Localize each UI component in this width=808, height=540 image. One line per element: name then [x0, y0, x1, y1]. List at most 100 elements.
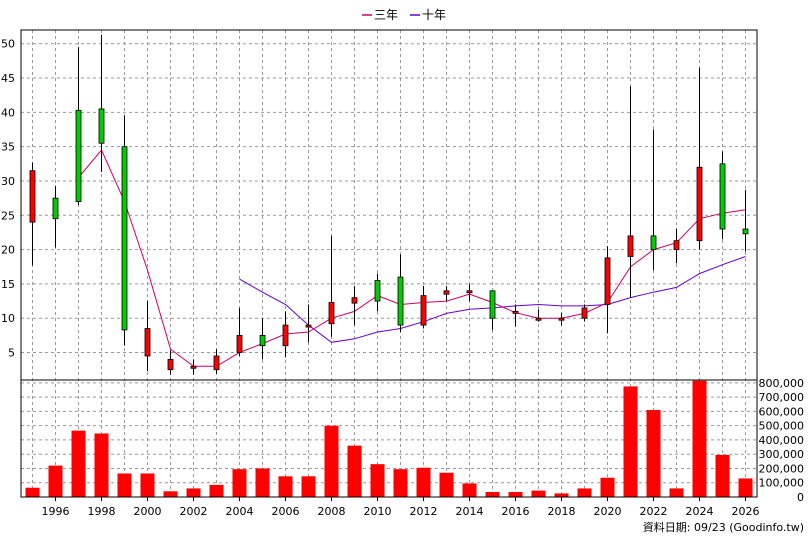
volume-bar	[485, 492, 500, 497]
price-tick-label: 25	[1, 209, 15, 222]
volume-bar	[531, 490, 546, 497]
candle-body	[673, 240, 680, 251]
volume-bar	[347, 445, 362, 497]
candlesticks	[29, 34, 749, 375]
volume-bar	[25, 487, 40, 497]
volume-bars	[25, 380, 753, 497]
candle-body	[535, 317, 542, 321]
candle-body	[305, 324, 312, 328]
legend: 三年 十年	[362, 8, 446, 22]
price-tick-label: 10	[1, 312, 15, 325]
candle-body	[512, 310, 519, 314]
x-tick-label: 2020	[594, 505, 622, 518]
candle-body	[351, 297, 358, 304]
candle-body	[374, 280, 381, 302]
volume-bar	[462, 483, 477, 497]
candle-body	[420, 295, 427, 326]
candle-body	[489, 290, 496, 319]
x-tick-label: 2026	[732, 505, 760, 518]
candle-body	[29, 170, 36, 223]
price-tick-label: 20	[1, 244, 15, 257]
candle-body	[397, 276, 404, 326]
volume-bar	[508, 492, 523, 497]
plot-border	[20, 29, 758, 498]
volume-bar	[370, 464, 385, 497]
volume-tick-label: 500,000	[759, 420, 805, 433]
volume-bar	[232, 469, 247, 497]
volume-tick-label: 100,000	[759, 477, 805, 490]
x-tick-label: 2016	[502, 505, 530, 518]
price-tick-label: 45	[1, 72, 15, 85]
candle-body	[213, 355, 220, 371]
volume-bar	[324, 425, 339, 497]
x-tick-label: 2002	[180, 505, 208, 518]
price-tick-label: 30	[1, 175, 15, 188]
candle-body	[328, 302, 335, 325]
volume-bar	[439, 472, 454, 497]
candle-body	[236, 334, 243, 353]
volume-bar	[301, 476, 316, 497]
volume-tick-label: 600,000	[759, 405, 805, 418]
candle-body	[696, 166, 703, 242]
price-grid	[21, 30, 757, 497]
price-tick-label: 35	[1, 141, 15, 154]
volume-bar	[416, 467, 431, 497]
volume-bar	[209, 484, 224, 497]
x-tick-label: 2008	[318, 505, 346, 518]
volume-bar	[715, 454, 730, 497]
ma3-line	[78, 149, 746, 367]
volume-bar	[577, 488, 592, 497]
candle-body	[121, 146, 128, 331]
candle-body	[604, 257, 611, 305]
volume-bar	[71, 430, 86, 497]
volume-bar	[393, 469, 408, 497]
candle-body	[443, 290, 450, 295]
x-tick-label: 2010	[364, 505, 392, 518]
legend-ma3-label: 三年	[374, 8, 398, 22]
x-tick-label: 2014	[456, 505, 484, 518]
candle-body	[466, 290, 473, 294]
volume-bar	[186, 488, 201, 497]
volume-bar	[554, 493, 569, 497]
price-tick-label: 40	[1, 106, 15, 119]
x-tick-label: 2012	[410, 505, 438, 518]
candle-body	[282, 324, 289, 347]
moving-average-lines	[78, 149, 746, 367]
x-axis: 1996 1998 2000 2002 2004 2006 2008 2010 2012 2014…	[42, 497, 760, 518]
volume-tick-label: 700,000	[759, 391, 805, 404]
x-tick-label: 2022	[640, 505, 668, 518]
volume-bar	[94, 433, 109, 497]
candle-body	[719, 163, 726, 230]
volume-bar	[255, 468, 270, 497]
volume-bar	[163, 491, 178, 497]
volume-tick-label: 0	[797, 491, 804, 504]
candle-body	[259, 334, 266, 347]
volume-bar	[692, 380, 707, 497]
x-tick-label: 2004	[226, 505, 254, 518]
x-tick-label: 1996	[42, 505, 70, 518]
candle-body	[98, 108, 105, 144]
plot-frame	[20, 29, 758, 498]
x-tick-label: 1998	[88, 505, 116, 518]
candle-body	[558, 317, 565, 321]
volume-tick-label: 200,000	[759, 462, 805, 475]
candle-body	[52, 197, 59, 220]
candle-body	[650, 235, 657, 251]
volume-bar	[117, 473, 132, 497]
legend-ma10-label: 十年	[422, 8, 446, 22]
volume-bar	[140, 473, 155, 497]
candle-body	[167, 359, 174, 371]
volume-tick-label: 300,000	[759, 448, 805, 461]
candle-body	[627, 235, 634, 257]
price-tick-label: 50	[1, 38, 15, 51]
candle-body	[190, 365, 197, 369]
volume-bar	[646, 409, 661, 497]
price-tick-label: 15	[1, 278, 15, 291]
candle-body	[581, 307, 588, 319]
x-tick-label: 2006	[272, 505, 300, 518]
candle-body	[742, 228, 749, 235]
candle-body	[75, 109, 82, 202]
footer-source: 資料日期: 09/23 (Goodinfo.tw)	[643, 520, 804, 534]
